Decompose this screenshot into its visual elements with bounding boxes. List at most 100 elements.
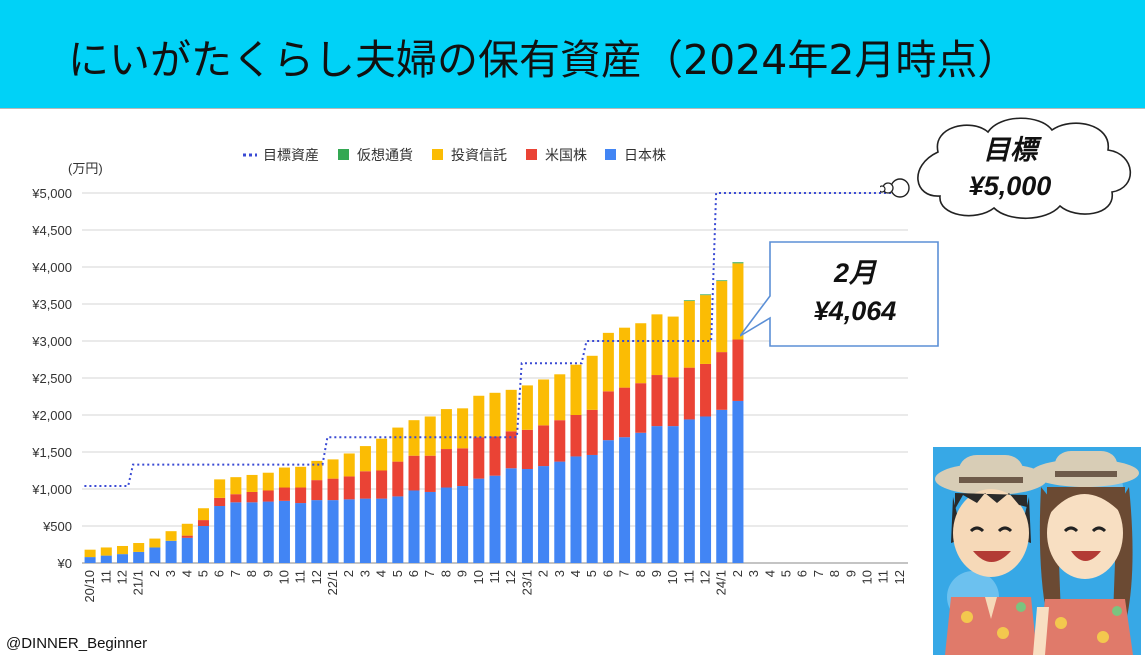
bar-segment (635, 383, 647, 433)
bar-segment (214, 497, 226, 507)
bar-segment (635, 432, 647, 563)
legend-label: 目標資産 (263, 148, 319, 164)
bar-segment (586, 355, 598, 410)
x-tick-label: 22/1 (325, 570, 340, 595)
y-tick-label: ¥1,000 (31, 482, 72, 497)
bar-segment (457, 408, 469, 449)
bar-segment (586, 409, 598, 455)
bar-segment (473, 437, 485, 479)
bar-segment (521, 469, 533, 563)
x-tick-label: 7 (422, 570, 437, 577)
bar-segment (359, 498, 371, 563)
bar-segment (181, 535, 193, 538)
bar-segment (700, 363, 712, 417)
bar-segment (262, 490, 274, 502)
bar-segment (343, 476, 355, 500)
bar-segment (149, 538, 161, 548)
bar-segment (165, 540, 177, 563)
bar-segment (554, 420, 566, 462)
bar-segment (359, 471, 371, 499)
x-tick-label: 8 (633, 570, 648, 577)
bar-segment (84, 549, 96, 558)
legend-label: 仮想通貨 (357, 147, 413, 164)
bar-segment (149, 547, 161, 563)
bar-segment (230, 477, 242, 495)
x-tick-label: 12 (309, 570, 324, 584)
bar-segment (133, 551, 145, 563)
legend-marker (526, 149, 537, 160)
bar-segment (376, 498, 388, 563)
x-tick-label: 4 (762, 570, 777, 577)
bar-segment (408, 455, 420, 491)
x-tick-label: 5 (779, 570, 794, 577)
bar-segment (440, 487, 452, 563)
bar-segment (214, 506, 226, 563)
x-tick-label: 11 (293, 570, 308, 584)
current-callout-shape (740, 241, 939, 347)
bar-segment (700, 294, 712, 296)
goal-note-value: ¥5,000 (968, 171, 1052, 201)
x-tick-label: 21/1 (131, 570, 146, 595)
x-tick-label: 12 (114, 570, 129, 584)
bar-segment (197, 520, 209, 526)
bar-segment (619, 437, 631, 563)
bar-segment (116, 545, 128, 555)
x-tick-label: 3 (746, 570, 761, 577)
bar-segment (619, 327, 631, 388)
bar-segment (295, 503, 307, 563)
bar-segment (230, 502, 242, 563)
bar-segment (408, 490, 420, 563)
bar-segment (732, 339, 744, 401)
bar-segment (554, 461, 566, 563)
current-note-month: 2月 (833, 258, 877, 288)
x-tick-label: 10 (665, 570, 680, 584)
bar-segment (651, 314, 663, 376)
bar-segment (651, 426, 663, 563)
bar-segment (473, 478, 485, 563)
asset-chart: ¥0 ¥500 ¥1,000 ¥1,500 ¥2,000 ¥2,500 ¥3,000 ¥3,5… (31, 147, 908, 603)
x-tick-label: 8 (827, 570, 842, 577)
x-tick-label: 9 (649, 570, 664, 577)
y-tick-label: ¥500 (42, 519, 72, 534)
x-tick-label: 5 (584, 570, 599, 577)
bar-segment (667, 316, 679, 378)
goal-note: 目標 ¥5,000 (930, 132, 1090, 204)
y-tick-label: ¥4,000 (31, 260, 72, 275)
bar-segment (489, 475, 501, 563)
y-tick-label: ¥3,000 (31, 334, 72, 349)
bar-segment (700, 295, 712, 364)
bar-segment (392, 427, 404, 462)
bar-segment (424, 491, 436, 563)
bar-segment (635, 323, 647, 384)
x-tick-label: 6 (795, 570, 810, 577)
legend-label: 日本株 (624, 148, 666, 164)
bar-segment (262, 472, 274, 491)
bar-segment (489, 436, 501, 476)
couple-illustration (933, 447, 1141, 655)
bar-segment (683, 367, 695, 420)
y-tick-label: ¥3,500 (31, 297, 72, 312)
x-tick-label: 12 (503, 570, 518, 584)
x-tick-label: 7 (228, 570, 243, 577)
x-tick-label: 2 (341, 570, 356, 577)
x-tick-label: 8 (438, 570, 453, 577)
x-tick-label: 11 (681, 570, 696, 584)
bar-segment (311, 480, 323, 501)
x-tick-label: 10 (471, 570, 486, 584)
legend-label: 投資信託 (451, 148, 507, 164)
y-tick-label: ¥4,500 (31, 223, 72, 238)
bar-segment (100, 547, 112, 556)
bar-segment (311, 460, 323, 481)
bar-segment (473, 395, 485, 438)
legend-marker (432, 149, 443, 160)
bar-segment (424, 455, 436, 492)
bar-segment (311, 500, 323, 563)
bar-segment (392, 496, 404, 563)
bar-segment (521, 429, 533, 470)
x-tick-label: 9 (843, 570, 858, 577)
bar-segment (732, 262, 744, 264)
x-tick-label: 10 (860, 570, 875, 584)
bar-segment (716, 409, 728, 563)
bar-segment (440, 409, 452, 450)
x-tick-label: 2 (730, 570, 745, 577)
